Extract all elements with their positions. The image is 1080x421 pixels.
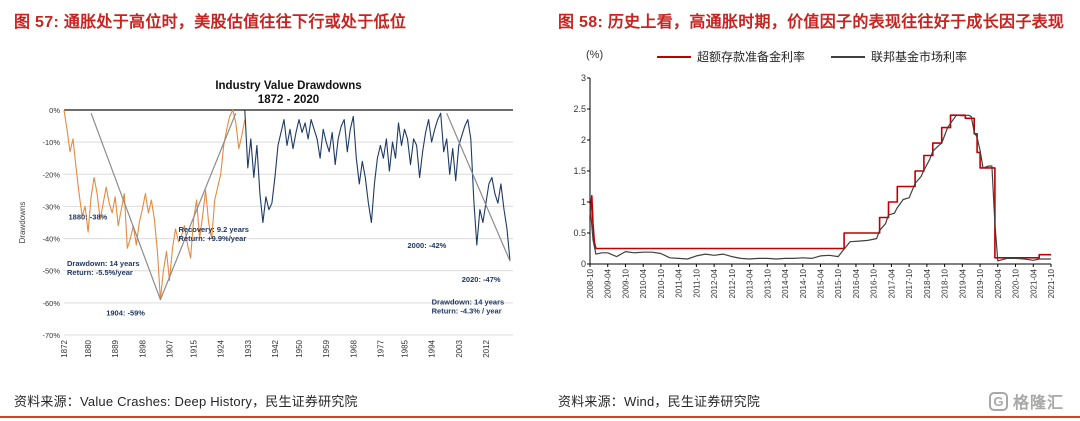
gelonghui-logo-icon: G <box>988 391 1008 411</box>
svg-text:2014-10: 2014-10 <box>798 268 807 298</box>
svg-text:-70%: -70% <box>42 331 60 340</box>
svg-text:1872: 1872 <box>60 339 69 357</box>
svg-text:2.5: 2.5 <box>573 104 586 114</box>
svg-text:1933: 1933 <box>243 339 252 357</box>
svg-text:2012: 2012 <box>481 339 490 357</box>
svg-text:1977: 1977 <box>376 339 385 357</box>
svg-text:2012-04: 2012-04 <box>710 268 719 298</box>
svg-text:3: 3 <box>580 73 585 83</box>
svg-text:1994: 1994 <box>427 339 436 357</box>
svg-text:2010-10: 2010-10 <box>656 268 665 298</box>
svg-text:1872 - 2020: 1872 - 2020 <box>257 94 318 106</box>
svg-text:1889: 1889 <box>111 339 120 357</box>
svg-text:1985: 1985 <box>400 339 409 357</box>
svg-text:2018-04: 2018-04 <box>922 268 931 298</box>
figure-58-title: 图 58: 历史上看，高通胀时期，价值因子的表现往往好于成长因子表现 <box>558 14 1065 31</box>
svg-text:1907: 1907 <box>165 339 174 357</box>
svg-text:1904: -59%: 1904: -59% <box>106 308 145 317</box>
bottom-red-rule <box>0 416 1080 418</box>
svg-text:2017-10: 2017-10 <box>905 268 914 298</box>
figure-57-source: 资料来源：Value Crashes: Deep History，民生证券研究院 <box>14 394 358 409</box>
dark-line-swatch-icon <box>831 55 865 58</box>
svg-text:1959: 1959 <box>322 339 331 357</box>
figure-58-source: 资料来源：Wind，民生证券研究院 <box>558 394 761 409</box>
svg-text:-30%: -30% <box>42 202 60 211</box>
svg-text:2016-04: 2016-04 <box>851 268 860 298</box>
svg-text:0.5: 0.5 <box>573 228 586 238</box>
red-line-swatch-icon <box>656 55 691 58</box>
svg-text:1942: 1942 <box>270 339 279 357</box>
figure-57-chart-area: 0% -10% -20% -30% -40% -50% -60% -70% 1872 1880 18… <box>14 36 522 386</box>
gelonghui-watermark-text: 格隆汇 <box>1012 395 1064 412</box>
svg-text:Drawdowns: Drawdowns <box>18 201 27 243</box>
figure-58-legend: (%) 超额存款准备金利率 联邦基金市场利率 <box>558 48 1066 66</box>
svg-text:Industry Value Drawdowns: Industry Value Drawdowns <box>215 80 361 92</box>
svg-text:Recovery: 9.2 years: Recovery: 9.2 years <box>178 225 248 234</box>
svg-text:2009-10: 2009-10 <box>621 268 630 298</box>
svg-text:2014-04: 2014-04 <box>781 268 790 298</box>
svg-text:2019-10: 2019-10 <box>976 268 985 298</box>
svg-text:-10%: -10% <box>42 138 60 147</box>
svg-text:-60%: -60% <box>42 298 60 307</box>
svg-text:2019-04: 2019-04 <box>958 268 967 298</box>
svg-text:1.5: 1.5 <box>573 166 586 176</box>
svg-text:Return: -4.3% / year: Return: -4.3% / year <box>431 306 501 315</box>
svg-text:0%: 0% <box>49 106 60 115</box>
svg-text:2000: -42%: 2000: -42% <box>407 241 446 250</box>
svg-text:Return: +9.9%/year: Return: +9.9%/year <box>178 234 246 243</box>
legend-item-fed-funds-rate: 联邦基金市场利率 <box>831 48 967 65</box>
legend-item-excess-reserve-rate: 超额存款准备金利率 <box>656 48 805 65</box>
gelonghui-watermark: G 格隆汇 <box>988 389 1064 413</box>
svg-text:1968: 1968 <box>349 339 358 357</box>
svg-text:2021-10: 2021-10 <box>1047 268 1056 298</box>
figure-58-chart-area: 0 0.5 1 1.5 2 2.5 3 2008-10 2009-04 2009-10 2010-0… <box>558 66 1066 325</box>
svg-text:Drawdown: 14 years: Drawdown: 14 years <box>67 258 140 267</box>
svg-text:-20%: -20% <box>42 170 60 179</box>
legend-label-fed-funds-rate: 联邦基金市场利率 <box>871 50 968 65</box>
svg-text:2021-04: 2021-04 <box>1029 268 1038 298</box>
industry-value-drawdowns-chart: 0% -10% -20% -30% -40% -50% -60% -70%1872 1880 18… <box>18 80 513 357</box>
figure-57-source-row: 资料来源：Value Crashes: Deep History，民生证券研究院 <box>14 391 522 421</box>
svg-text:1: 1 <box>580 197 585 207</box>
svg-text:2012-10: 2012-10 <box>727 268 736 298</box>
svg-text:1880: -38%: 1880: -38% <box>68 212 107 221</box>
svg-text:0: 0 <box>580 259 585 269</box>
svg-text:1880: 1880 <box>84 339 93 357</box>
svg-text:1915: 1915 <box>189 339 198 357</box>
svg-text:1898: 1898 <box>138 339 147 357</box>
svg-text:2020-10: 2020-10 <box>1011 268 1020 298</box>
figure-57-title: 图 57: 通胀处于高位时，美股估值往往下行或处于低位 <box>14 14 407 31</box>
interest-rates-chart: 0 0.5 1 1.5 2 2.5 3 2008-10 2009-04 2009-10 2010-0… <box>573 73 1056 298</box>
svg-text:2013-04: 2013-04 <box>745 268 754 298</box>
svg-text:2011-10: 2011-10 <box>692 268 701 297</box>
svg-text:2020-04: 2020-04 <box>993 268 1002 298</box>
svg-text:2020: -47%: 2020: -47% <box>461 275 500 284</box>
y-axis-unit-label: (%) <box>586 48 604 61</box>
svg-text:2003: 2003 <box>454 339 463 357</box>
svg-text:2010-04: 2010-04 <box>639 268 648 298</box>
legend-label-excess-reserve-rate: 超额存款准备金利率 <box>696 50 805 65</box>
svg-text:-40%: -40% <box>42 234 60 243</box>
svg-text:2017-04: 2017-04 <box>887 268 896 298</box>
figure-58-panel: 图 58: 历史上看，高通胀时期，价值因子的表现往往好于成长因子表现 (%) 超… <box>558 10 1066 421</box>
svg-text:2015-04: 2015-04 <box>816 268 825 298</box>
figure-58-source-row: 资料来源：Wind，民生证券研究院 <box>558 391 1066 421</box>
svg-text:2015-10: 2015-10 <box>834 268 843 298</box>
svg-text:2013-10: 2013-10 <box>763 268 772 298</box>
svg-text:Return: -5.5%/year: Return: -5.5%/year <box>67 267 133 276</box>
svg-text:1950: 1950 <box>295 339 304 357</box>
svg-text:Drawdown: 14 years: Drawdown: 14 years <box>431 297 504 306</box>
svg-text:1924: 1924 <box>216 339 225 357</box>
svg-text:2008-10: 2008-10 <box>586 268 595 298</box>
svg-text:2011-04: 2011-04 <box>674 268 683 297</box>
svg-text:2: 2 <box>580 135 585 145</box>
svg-text:2009-04: 2009-04 <box>603 268 612 298</box>
svg-text:2016-10: 2016-10 <box>869 268 878 298</box>
svg-text:2018-10: 2018-10 <box>940 268 949 298</box>
figure-57-panel: 图 57: 通胀处于高位时，美股估值往往下行或处于低位 0% -10% -20% -3… <box>14 10 522 421</box>
svg-text:-50%: -50% <box>42 266 60 275</box>
